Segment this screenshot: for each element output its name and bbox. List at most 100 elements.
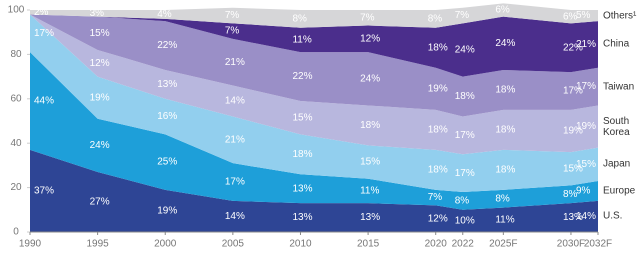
value-label: 18%	[495, 85, 515, 96]
value-label: 12%	[428, 213, 448, 224]
value-label: 14%	[225, 96, 245, 107]
x-tick-label: 2030F	[557, 239, 585, 250]
value-label: 13%	[292, 212, 312, 223]
value-label: 7%	[225, 26, 240, 37]
area	[30, 14, 598, 155]
value-label: 16%	[157, 111, 177, 122]
value-label: 24%	[90, 140, 110, 151]
legend-label: Taiwan	[603, 81, 635, 93]
value-label: 14%	[225, 211, 245, 222]
x-tick-label: 2022	[452, 239, 475, 250]
area	[30, 14, 598, 77]
area	[30, 14, 598, 117]
value-label: 15%	[292, 112, 312, 123]
y-tick-label: 80	[10, 49, 22, 60]
x-tick-label: 1995	[86, 239, 109, 250]
value-label: 6%	[495, 5, 510, 16]
y-tick-label: 0	[13, 227, 19, 238]
area	[30, 3, 598, 28]
value-label: 21%	[225, 135, 245, 146]
value-label: 17%	[455, 168, 475, 179]
value-label: 18%	[292, 149, 312, 160]
value-label: 8%	[563, 189, 578, 200]
x-tick-label: 2010	[289, 239, 312, 250]
value-label: 13%	[157, 79, 177, 90]
x-tick-label: 2020	[425, 239, 448, 250]
legend-label: Others¹	[603, 10, 637, 22]
value-label: 21%	[225, 57, 245, 68]
y-tick-label: 40	[10, 138, 22, 149]
x-tick-label: 2015	[357, 239, 380, 250]
value-label: 17%	[455, 130, 475, 141]
value-label: 7%	[455, 10, 470, 21]
value-label: 13%	[360, 212, 380, 223]
value-label: 18%	[428, 164, 448, 175]
value-label: 8%	[292, 14, 307, 25]
x-tick-label: 1990	[19, 239, 42, 250]
value-label: 12%	[360, 34, 380, 45]
value-label: 27%	[90, 197, 110, 208]
value-label: 18%	[495, 125, 515, 136]
value-label: 21%	[576, 39, 596, 50]
value-label: 18%	[428, 42, 448, 53]
value-label: 19%	[563, 126, 583, 137]
area	[30, 14, 598, 193]
value-label: 18%	[428, 125, 448, 136]
value-label: 24%	[360, 73, 380, 84]
value-label: 17%	[34, 28, 54, 39]
value-label: 17%	[563, 86, 583, 97]
value-label: 17%	[576, 81, 596, 92]
value-label: 15%	[576, 159, 596, 170]
value-label: 18%	[455, 91, 475, 102]
value-label: 17%	[225, 177, 245, 188]
value-label: 5%	[576, 10, 591, 21]
value-label: 22%	[563, 42, 583, 53]
value-label: 3%	[90, 8, 105, 19]
value-label: 15%	[90, 28, 110, 39]
value-label: 7%	[225, 10, 240, 21]
y-tick-label: 20	[10, 182, 22, 193]
value-label: 19%	[576, 121, 596, 132]
value-label: 11%	[360, 186, 379, 197]
legend-label: South Korea	[603, 115, 630, 138]
legend-label: U.S.	[603, 210, 623, 222]
y-tick-label: 100	[8, 5, 25, 16]
value-label: 13%	[563, 212, 583, 223]
value-label: 22%	[157, 40, 177, 51]
value-label: 24%	[495, 38, 515, 49]
value-label: 7%	[360, 12, 375, 23]
value-label: 22%	[292, 71, 312, 82]
value-label: 25%	[157, 157, 177, 168]
value-label: 9%	[576, 186, 591, 197]
x-tick-label: 2025F	[489, 239, 517, 250]
legend-label: Japan	[603, 158, 631, 170]
legend-label: Europe	[603, 185, 636, 197]
x-tick-label: 2000	[154, 239, 177, 250]
value-label: 44%	[34, 96, 54, 107]
value-label: 15%	[563, 163, 583, 174]
value-label: 11%	[292, 35, 311, 46]
value-label: 18%	[495, 164, 515, 175]
value-label: 8%	[495, 193, 510, 204]
area	[30, 52, 598, 210]
value-label: 15%	[360, 157, 380, 168]
value-label: 19%	[428, 83, 448, 94]
value-label: 11%	[495, 214, 514, 225]
value-label: 10%	[455, 216, 475, 227]
y-tick-label: 60	[10, 93, 22, 104]
value-label: 8%	[455, 196, 470, 207]
value-label: 18%	[360, 120, 380, 131]
x-tick-label: 2032F	[584, 239, 612, 250]
value-label: 12%	[90, 58, 110, 69]
value-label: 6%	[563, 11, 578, 22]
value-label: 13%	[292, 183, 312, 194]
value-label: 4%	[157, 9, 172, 20]
area	[30, 149, 598, 232]
value-label: 19%	[157, 206, 177, 217]
value-label: 2%	[34, 7, 49, 18]
legend-label: China	[603, 38, 630, 50]
value-label: 8%	[428, 14, 443, 25]
value-label: 14%	[576, 211, 596, 222]
